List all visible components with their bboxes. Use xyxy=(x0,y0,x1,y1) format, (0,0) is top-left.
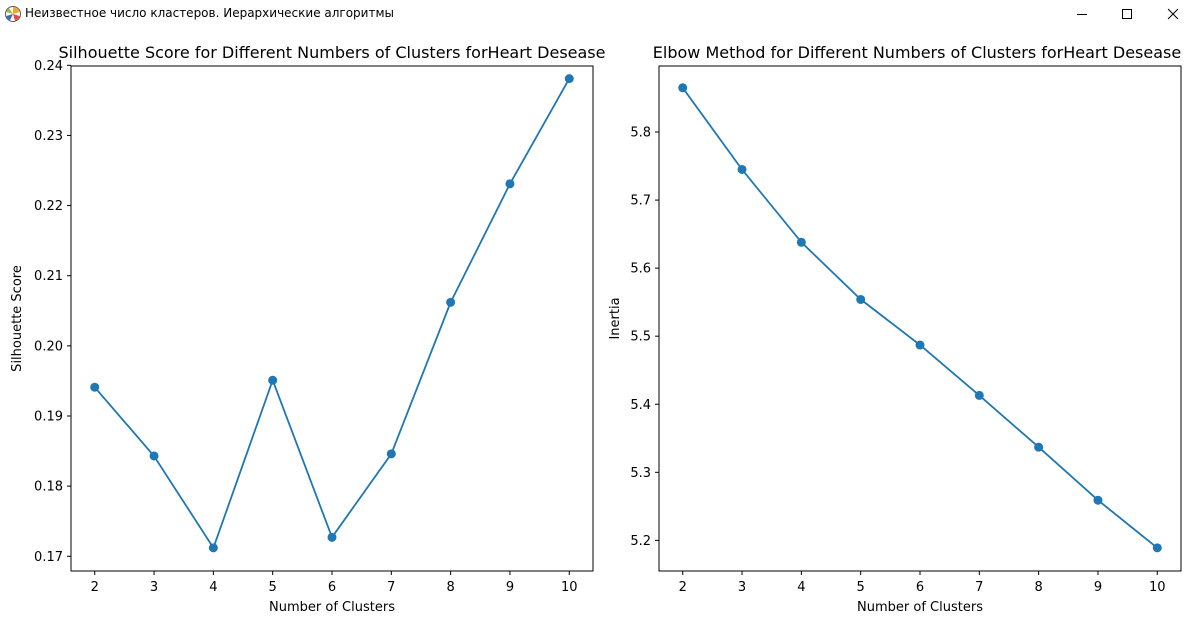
x-tick-label: 10 xyxy=(1149,580,1166,595)
x-tick-label: 9 xyxy=(506,580,514,595)
x-tick-label: 5 xyxy=(857,580,865,595)
x-tick-label: 2 xyxy=(679,580,687,595)
y-tick-label: 0.23 xyxy=(34,129,63,144)
series-line xyxy=(94,78,571,550)
matplotlib-icon xyxy=(5,6,21,22)
x-tick-label: 4 xyxy=(209,580,217,595)
data-point xyxy=(446,297,456,307)
data-point xyxy=(1152,543,1162,553)
x-tick-label: 6 xyxy=(916,580,924,595)
x-tick-label: 3 xyxy=(150,580,158,595)
data-point xyxy=(796,237,806,247)
data-point xyxy=(1093,495,1103,505)
data-point xyxy=(974,390,984,400)
x-tick-label: 4 xyxy=(797,580,805,595)
series-line xyxy=(681,87,1158,549)
y-tick-label: 0.22 xyxy=(34,199,63,214)
chart-2: Elbow Method for Different Numbers of Cl… xyxy=(608,43,1182,615)
close-button[interactable] xyxy=(1150,0,1189,28)
x-tick-label: 9 xyxy=(1094,580,1102,595)
data-point xyxy=(737,164,747,174)
data-point xyxy=(386,449,396,459)
chart-1: Silhouette Score for Different Numbers o… xyxy=(10,43,605,615)
y-tick-label: 5.7 xyxy=(630,194,651,209)
y-tick-label: 5.2 xyxy=(630,534,651,549)
data-point xyxy=(90,382,100,392)
y-tick-label: 0.17 xyxy=(34,550,63,565)
y-axis-label: Silhouette Score xyxy=(10,265,25,372)
data-point xyxy=(327,532,337,542)
minimize-icon xyxy=(1077,14,1087,15)
x-tick-label: 8 xyxy=(446,580,454,595)
y-tick-label: 0.19 xyxy=(34,409,63,424)
chart-title: Elbow Method for Different Numbers of Cl… xyxy=(653,43,1181,62)
y-tick-label: 0.21 xyxy=(34,269,63,284)
x-axis-label: Number of Clusters xyxy=(857,600,983,615)
data-point xyxy=(1034,442,1044,452)
data-point xyxy=(505,179,515,189)
x-tick-label: 2 xyxy=(91,580,99,595)
window-titlebar: Неизвестное число кластеров. Иерархическ… xyxy=(0,0,1189,28)
minimize-button[interactable] xyxy=(1059,0,1105,28)
y-tick-label: 5.8 xyxy=(630,126,651,141)
window-title: Неизвестное число кластеров. Иерархическ… xyxy=(25,6,394,20)
x-tick-label: 6 xyxy=(328,580,336,595)
y-tick-label: 0.24 xyxy=(34,59,63,74)
y-tick-label: 5.5 xyxy=(630,330,651,345)
data-point xyxy=(149,451,159,461)
x-tick-label: 8 xyxy=(1034,580,1042,595)
chart-title: Silhouette Score for Different Numbers o… xyxy=(59,43,606,62)
data-point xyxy=(564,74,574,84)
x-tick-label: 5 xyxy=(269,580,277,595)
x-tick-label: 10 xyxy=(561,580,578,595)
x-tick-label: 7 xyxy=(387,580,395,595)
data-point xyxy=(268,375,278,385)
x-tick-label: 7 xyxy=(975,580,983,595)
y-tick-label: 0.18 xyxy=(34,480,63,495)
y-axis-label: Inertia xyxy=(608,297,623,339)
data-point xyxy=(915,340,925,350)
data-point xyxy=(678,83,688,93)
plot-area-frame xyxy=(70,65,594,572)
maximize-icon xyxy=(1122,9,1132,19)
plot-area-frame xyxy=(658,65,1182,572)
y-tick-label: 0.20 xyxy=(34,339,63,354)
y-tick-label: 5.6 xyxy=(630,262,651,277)
y-tick-label: 5.3 xyxy=(630,466,651,481)
data-point xyxy=(856,294,866,304)
x-tick-label: 3 xyxy=(738,580,746,595)
close-icon xyxy=(1167,8,1179,20)
maximize-button[interactable] xyxy=(1104,0,1150,28)
y-tick-label: 5.4 xyxy=(630,398,651,413)
data-point xyxy=(208,543,218,553)
x-axis-label: Number of Clusters xyxy=(269,600,395,615)
